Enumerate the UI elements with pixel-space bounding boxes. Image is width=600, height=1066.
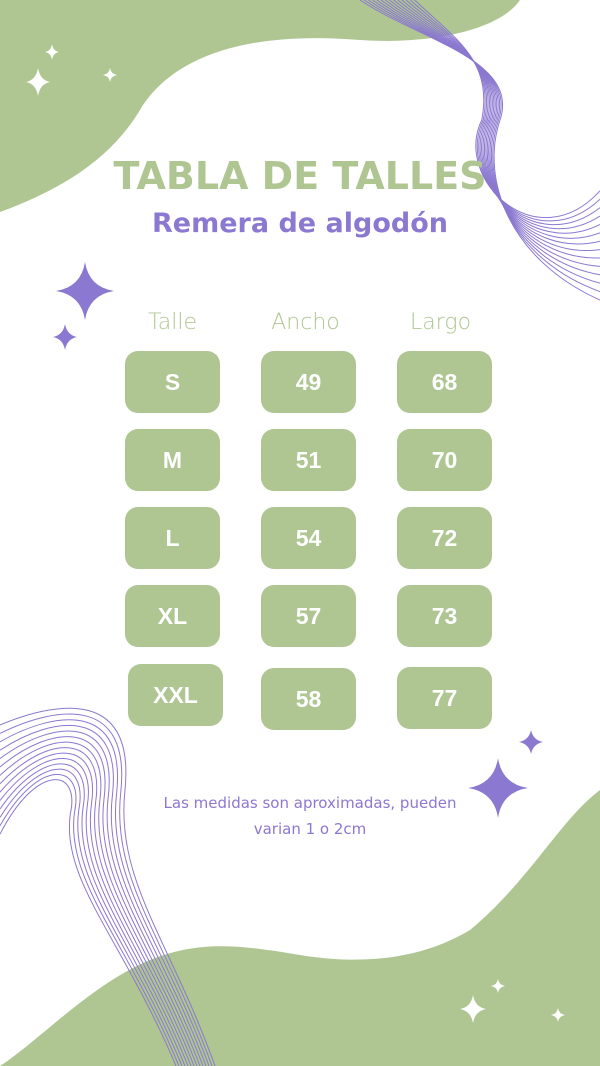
sparkle-icon (45, 44, 59, 60)
sparkle-icon (460, 995, 486, 1023)
wave-lines-top-right (359, 0, 600, 301)
wave-line (0, 736, 201, 1066)
cell-width: 57 (261, 585, 356, 647)
sparkle-icon (491, 979, 505, 993)
wave-line (410, 0, 600, 222)
cell-width: 49 (261, 351, 356, 413)
wave-line (0, 752, 192, 1066)
top-blob (0, 0, 520, 212)
wave-line (0, 747, 195, 1066)
four-point-star-icon (468, 758, 528, 818)
wave-line (405, 0, 600, 226)
cell-size: XL (125, 585, 220, 647)
wave-line (0, 719, 210, 1066)
cell-size: XXL (128, 664, 223, 726)
wave-line (372, 0, 600, 276)
wave-line (0, 774, 180, 1066)
cell-width: 58 (261, 668, 356, 730)
wave-line (384, 0, 600, 252)
cell-length: 77 (397, 667, 492, 729)
sparkle-icon (26, 68, 50, 96)
wave-line (414, 0, 600, 218)
wave-line (376, 0, 600, 267)
wave-line (0, 707, 216, 1066)
cell-size: L (125, 507, 220, 569)
wave-line (0, 763, 186, 1066)
column-header-ancho: Ancho (271, 310, 340, 335)
wave-line (0, 779, 177, 1066)
sparkle-icon (103, 68, 117, 82)
cell-size: M (125, 429, 220, 491)
column-header-talle: Talle (147, 310, 198, 335)
cell-width: 51 (261, 429, 356, 491)
wave-line (359, 0, 600, 301)
wave-line (0, 741, 198, 1066)
wave-line (0, 724, 207, 1066)
page-title: TABLA DE TALLES (113, 154, 487, 198)
wave-line (397, 0, 600, 234)
cell-length: 73 (397, 585, 492, 647)
cell-size: S (125, 351, 220, 413)
cell-length: 70 (397, 429, 492, 491)
wave-line (0, 713, 213, 1066)
wave-line (0, 730, 204, 1066)
wave-line (363, 0, 600, 293)
wave-line (401, 0, 600, 230)
cell-length: 72 (397, 507, 492, 569)
cell-length: 68 (397, 351, 492, 413)
measurement-note: Las medidas son aproximadas, pueden vari… (163, 794, 457, 838)
wave-line (0, 758, 189, 1066)
four-point-star-icon (56, 262, 114, 320)
four-point-star-icon (519, 730, 543, 754)
wave-line (389, 0, 600, 245)
wave-line (380, 0, 600, 259)
column-header-largo: Largo (409, 310, 472, 335)
cell-width: 54 (261, 507, 356, 569)
sparkle-icon (551, 1008, 565, 1022)
wave-lines-bottom-left (0, 707, 216, 1066)
four-point-star-icon (53, 324, 77, 350)
wave-line (368, 0, 600, 284)
wave-line (393, 0, 600, 239)
page-subtitle: Remera de algodón (152, 208, 448, 239)
wave-line (0, 768, 183, 1066)
